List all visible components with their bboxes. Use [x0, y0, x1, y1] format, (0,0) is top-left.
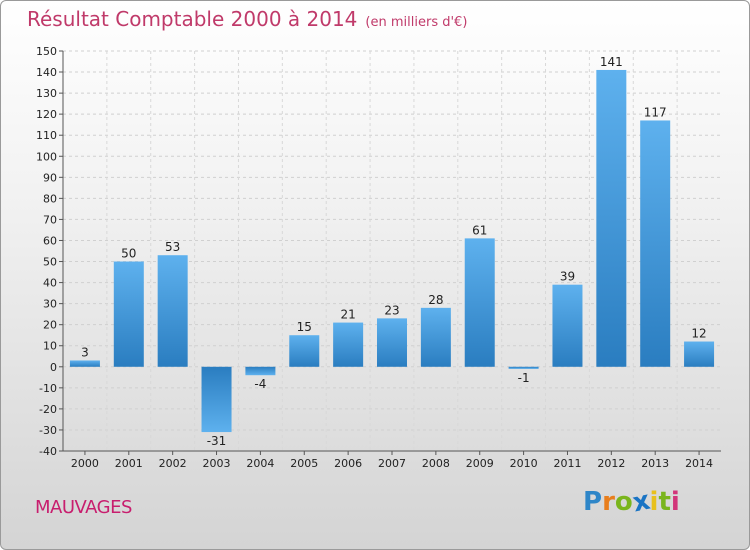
- x-tick-label: 2003: [203, 457, 231, 470]
- logo-letter: r: [602, 487, 615, 517]
- y-tick-label: -30: [39, 424, 57, 437]
- bar-2012: [596, 69, 627, 367]
- data-label-2011: 39: [560, 270, 575, 284]
- y-axis-ticks: -40 -30 -20 -10 0 10 20 30 40 50 60 70 80 90 100 110 120…: [36, 45, 63, 458]
- x-tick-label: 2012: [597, 457, 625, 470]
- y-tick-label: -40: [39, 445, 57, 458]
- y-tick-label: 70: [43, 213, 57, 226]
- y-tick-label: 130: [36, 87, 57, 100]
- logo-letter: P: [583, 487, 603, 517]
- y-tick-label: 110: [36, 129, 57, 142]
- bar-2013: [640, 120, 671, 367]
- x-axis-ticks: 2000 2001 2002 2003 2004 2005 2006 2007 2008 2009…: [71, 451, 713, 470]
- bar-2009: [464, 238, 495, 367]
- chart-subtitle: (en milliers d'€): [365, 15, 468, 30]
- y-tick-label: 10: [43, 340, 57, 353]
- proxiti-logo: Proxiti: [583, 486, 680, 519]
- x-tick-label: 2008: [422, 457, 450, 470]
- data-label-2013: 117: [644, 105, 667, 119]
- chart-title-text: Résultat Comptable 2000 à 2014: [27, 7, 358, 31]
- data-label-2010: -1: [518, 371, 530, 385]
- y-tick-label: -20: [39, 403, 57, 416]
- bars: [69, 69, 715, 433]
- x-tick-label: 2005: [290, 457, 318, 470]
- x-tick-label: 2014: [685, 457, 713, 470]
- y-tick-label: 100: [36, 150, 57, 163]
- x-tick-label: 2004: [246, 457, 274, 470]
- y-tick-label: 60: [43, 234, 57, 247]
- bar-2003: [201, 366, 232, 433]
- bar-2000: [69, 360, 100, 367]
- logo-letter: i: [670, 487, 680, 517]
- y-tick-label: 40: [43, 277, 57, 290]
- data-label-2009: 61: [472, 223, 487, 237]
- x-tick-label: 2001: [115, 457, 143, 470]
- bar-2001: [113, 261, 144, 367]
- bar-2002: [157, 255, 188, 367]
- x-tick-label: 2000: [71, 457, 99, 470]
- x-tick-label: 2010: [510, 457, 538, 470]
- data-label-2005: 15: [297, 320, 312, 334]
- y-tick-label: 120: [36, 108, 57, 121]
- data-label-2007: 23: [384, 303, 399, 317]
- data-label-2006: 21: [340, 308, 355, 322]
- data-label-2002: 53: [165, 240, 180, 254]
- data-label-2004: -4: [254, 377, 266, 391]
- logo-letter: t: [658, 487, 671, 517]
- location-name: MAUVAGES: [35, 497, 132, 518]
- data-label-2012: 141: [600, 55, 623, 69]
- data-label-2008: 28: [428, 293, 443, 307]
- logo-letter: o: [614, 487, 633, 517]
- bar-2006: [333, 322, 364, 367]
- bar-2007: [377, 318, 407, 367]
- x-tick-label: 2006: [334, 457, 362, 470]
- y-tick-label: 150: [36, 45, 57, 58]
- chart-title: Résultat Comptable 2000 à 2014 (en millie…: [27, 7, 467, 31]
- x-tick-label: 2013: [641, 457, 669, 470]
- data-label-2003: -31: [207, 434, 227, 448]
- y-tick-label: -10: [39, 382, 57, 395]
- y-tick-label: 30: [43, 298, 57, 311]
- x-tick-label: 2011: [553, 457, 581, 470]
- logo-letter: i: [649, 487, 659, 517]
- y-tick-label: 20: [43, 319, 57, 332]
- bar-2004: [245, 366, 276, 376]
- data-labels: 3 50 53 -31 -4 15 21 23 28 61 -1 39 141 117 12: [81, 55, 707, 448]
- bar-2014: [684, 341, 715, 367]
- data-label-2000: 3: [81, 345, 89, 359]
- y-tick-label: 50: [43, 256, 57, 269]
- bar-2011: [552, 284, 583, 367]
- y-tick-label: 0: [50, 361, 57, 374]
- x-tick-label: 2009: [466, 457, 494, 470]
- bar-2005: [289, 335, 320, 367]
- y-tick-label: 80: [43, 192, 57, 205]
- data-label-2001: 50: [121, 247, 136, 261]
- x-tick-label: 2002: [159, 457, 187, 470]
- x-tick-label: 2007: [378, 457, 406, 470]
- bar-2010: [508, 366, 539, 369]
- y-tick-label: 90: [43, 171, 57, 184]
- data-label-2014: 12: [691, 327, 706, 341]
- y-tick-label: 140: [36, 66, 57, 79]
- bar-2008: [420, 307, 451, 367]
